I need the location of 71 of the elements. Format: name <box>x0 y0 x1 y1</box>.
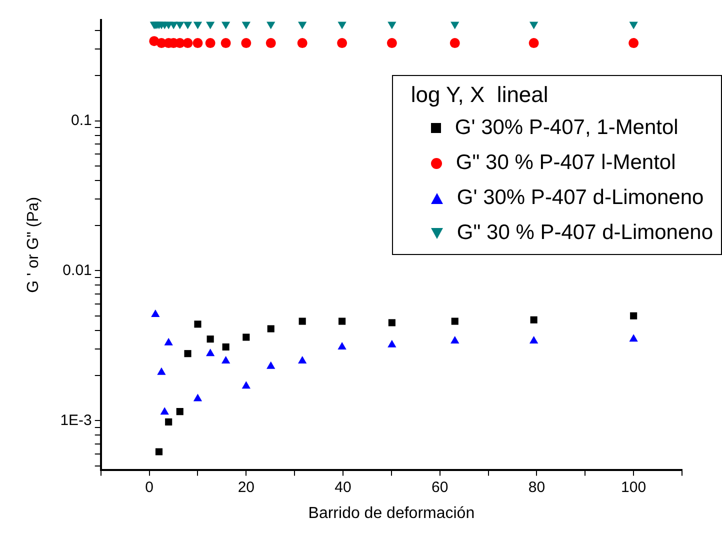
y-tick-label: 1E-3 <box>60 412 92 429</box>
point <box>182 38 193 48</box>
point <box>629 22 638 30</box>
point <box>297 38 308 48</box>
point <box>450 336 460 344</box>
point <box>338 318 346 325</box>
point <box>388 340 396 348</box>
point <box>529 22 538 30</box>
point <box>205 38 216 48</box>
point <box>529 336 538 344</box>
point <box>629 334 638 342</box>
point <box>176 408 184 416</box>
point <box>184 350 192 358</box>
x-tick-label: 20 <box>238 478 255 496</box>
point <box>206 336 214 343</box>
x-tick-label: 80 <box>528 478 546 496</box>
point <box>266 22 276 30</box>
point <box>450 22 460 30</box>
point <box>451 318 458 325</box>
point <box>221 22 230 30</box>
point <box>220 38 231 48</box>
point <box>388 319 396 326</box>
point <box>266 361 276 369</box>
point <box>628 38 639 48</box>
point <box>151 310 160 318</box>
point <box>386 38 397 48</box>
point <box>298 318 306 325</box>
point <box>298 22 307 30</box>
point <box>206 22 215 30</box>
point <box>241 38 252 48</box>
point <box>193 394 202 402</box>
y-tick-label: 0.1 <box>71 112 92 129</box>
point <box>242 381 250 389</box>
legend-label: G" 30 % P-407 d-Limoneno <box>456 221 713 244</box>
point <box>388 22 396 30</box>
point <box>630 312 638 320</box>
point <box>338 342 346 350</box>
point <box>221 356 230 364</box>
y-axis-title: G ' or G" (Pa) <box>25 196 42 293</box>
legend-label: G" 30 % P-407 l-Mentol <box>456 151 676 174</box>
point <box>160 407 169 415</box>
point <box>530 316 538 324</box>
point <box>267 325 274 332</box>
point <box>193 22 202 30</box>
x-tick-label: 0 <box>145 478 154 496</box>
point <box>176 22 184 30</box>
point <box>206 348 215 356</box>
legend-label: G' 30% P-407, 1-Mentol <box>454 116 678 139</box>
point <box>338 22 346 30</box>
x-axis-title: Barrido de deformación <box>308 504 475 522</box>
point <box>298 356 307 364</box>
legend-title: log Y, X lineal <box>410 82 550 108</box>
x-tick-label: 60 <box>432 478 448 496</box>
point <box>165 418 172 426</box>
point <box>155 448 163 456</box>
x-tick-label: 40 <box>334 478 352 496</box>
point <box>194 320 202 328</box>
point <box>183 22 192 30</box>
point <box>164 338 173 346</box>
point <box>337 38 348 48</box>
point <box>450 38 460 48</box>
point <box>222 343 230 350</box>
x-tick-label: 100 <box>621 478 646 496</box>
point <box>242 22 250 30</box>
point <box>266 38 276 48</box>
y-tick-label: 0.01 <box>62 262 92 279</box>
point <box>192 38 203 48</box>
point <box>157 367 166 375</box>
legend-label: G' 30% P-407 d-Limoneno <box>456 186 704 209</box>
point <box>242 334 250 341</box>
point <box>528 38 539 48</box>
